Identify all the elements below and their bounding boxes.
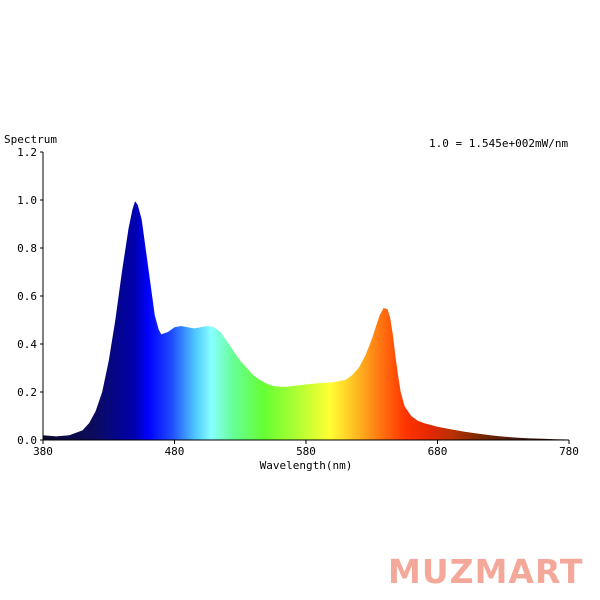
y-tick-label: 1.2 <box>17 146 37 159</box>
y-tick-label: 0.2 <box>17 386 37 399</box>
x-tick-label: 780 <box>559 445 579 458</box>
y-tick-label: 1.0 <box>17 194 37 207</box>
chart-title: Spectrum <box>4 133 57 146</box>
spectrum-area <box>43 201 569 440</box>
y-tick-label: 0.8 <box>17 242 37 255</box>
watermark-logo: MUZMART <box>388 552 584 591</box>
x-tick-label: 680 <box>428 445 448 458</box>
scale-annotation: 1.0 = 1.545e+002mW/nm <box>429 137 568 150</box>
y-tick-label: 0.4 <box>17 338 37 351</box>
x-tick-label: 480 <box>165 445 185 458</box>
x-tick-label: 580 <box>296 445 316 458</box>
x-axis-label: Wavelength(nm) <box>260 459 353 472</box>
y-tick-label: 0.6 <box>17 290 37 303</box>
y-tick-label: 0.0 <box>17 434 37 447</box>
x-tick-label: 380 <box>33 445 53 458</box>
